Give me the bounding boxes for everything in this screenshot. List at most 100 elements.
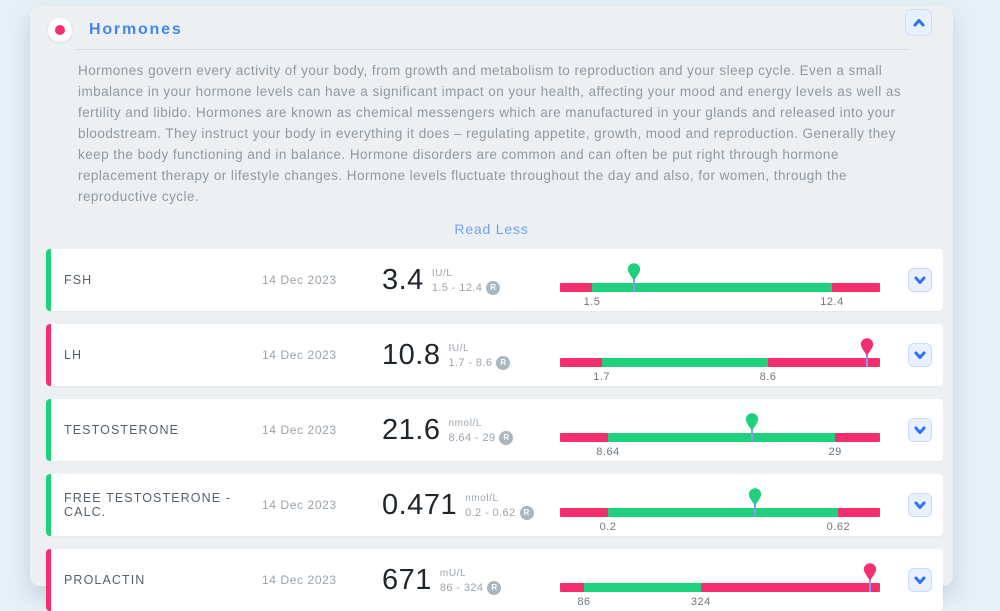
- range-low-label: 86: [577, 596, 591, 608]
- result-value: 671: [382, 563, 432, 596]
- value-marker-pin: [745, 413, 759, 443]
- chevron-down-icon: [914, 501, 926, 509]
- chevron-down-icon: [914, 426, 926, 434]
- expand-row-button[interactable]: [908, 268, 932, 292]
- range-slider: 1.5 12.4: [560, 249, 880, 311]
- result-meta: IU/L 1.7 - 8.6 R: [448, 341, 511, 370]
- biomarker-name: FSH: [64, 273, 93, 287]
- range-source-badge: R: [486, 280, 501, 295]
- range-low-label: 8.64: [596, 446, 620, 458]
- result-date: 14 Dec 2023: [262, 273, 337, 287]
- range-high-label: 8.6: [759, 371, 777, 383]
- range-slider: 1.7 8.6: [560, 324, 880, 386]
- reference-range: 0.2 - 0.62: [465, 506, 516, 519]
- slider-in-range-segment: [608, 508, 839, 517]
- biomarker-name: FREE TESTOSTERONE - CALC.: [64, 491, 231, 519]
- range-source-badge: R: [496, 355, 511, 370]
- result-date: 14 Dec 2023: [262, 498, 337, 512]
- result-unit: IU/L: [431, 267, 453, 279]
- result-value: 3.4: [382, 263, 424, 296]
- biomarker-row: PROLACTIN 14 Dec 2023 671 mU/L 86 - 324 …: [46, 549, 943, 611]
- result-meta: nmol/L 0.2 - 0.62 R: [465, 491, 534, 520]
- result-value: 21.6: [382, 413, 441, 446]
- slider-in-range-segment: [608, 433, 836, 442]
- slider-out-of-range-bar: [560, 583, 880, 592]
- range-slider: 8.64 29: [560, 399, 880, 461]
- chevron-down-icon: [914, 276, 926, 284]
- read-less-link[interactable]: Read Less: [454, 221, 529, 237]
- expand-row-button[interactable]: [908, 493, 932, 517]
- result-unit: mU/L: [439, 567, 467, 579]
- balloon-pin-icon: [745, 413, 759, 431]
- pink-dot-icon: [55, 24, 65, 35]
- reference-range-line: 1.5 - 12.4 R: [431, 280, 501, 295]
- slider-in-range-segment: [592, 283, 832, 292]
- value-marker-pin: [748, 488, 762, 518]
- range-high-label: 0.62: [826, 521, 851, 533]
- result-date: 14 Dec 2023: [262, 348, 337, 362]
- biomarker-name: PROLACTIN: [64, 573, 146, 587]
- range-low-label: 0.2: [599, 521, 617, 533]
- reference-range: 86 - 324: [439, 581, 484, 594]
- balloon-pin-icon: [864, 563, 877, 581]
- range-slider: 0.2 0.62: [560, 474, 880, 536]
- result-value-block: 671 mU/L 86 - 324 R: [382, 564, 560, 597]
- reference-range: 1.5 - 12.4: [431, 281, 483, 294]
- slider-in-range-segment: [584, 583, 701, 592]
- reference-range-line: 86 - 324 R: [439, 580, 502, 595]
- reference-range-line: 8.64 - 29 R: [448, 430, 514, 445]
- value-marker-pin: [860, 338, 874, 368]
- result-unit: IU/L: [448, 342, 470, 354]
- section-header: Hormones: [30, 6, 953, 44]
- biomarker-row: FSH 14 Dec 2023 3.4 IU/L 1.5 - 12.4 R 1.…: [46, 249, 943, 311]
- result-value: 0.471: [382, 488, 458, 521]
- section-status-icon: [48, 17, 72, 42]
- marker-stem: [751, 426, 753, 442]
- range-high-label: 29: [828, 446, 842, 458]
- reference-range-line: 1.7 - 8.6 R: [448, 355, 511, 370]
- range-source-badge: R: [499, 430, 514, 445]
- collapse-section-button[interactable]: [905, 9, 932, 36]
- expand-row-button[interactable]: [908, 568, 932, 592]
- reference-range: 8.64 - 29: [448, 431, 496, 444]
- section-description: Hormones govern every activity of your b…: [78, 63, 902, 204]
- range-high-label: 324: [690, 596, 711, 608]
- range-source-badge: R: [487, 580, 502, 595]
- result-value: 10.8: [382, 338, 441, 371]
- chevron-down-icon: [914, 576, 926, 584]
- range-low-label: 1.5: [583, 296, 601, 308]
- range-high-label: 12.4: [820, 296, 844, 308]
- marker-stem: [632, 276, 635, 292]
- result-unit: nmol/L: [465, 492, 499, 504]
- balloon-pin-icon: [748, 488, 762, 506]
- expand-row-button[interactable]: [908, 343, 932, 367]
- result-meta: nmol/L 8.64 - 29 R: [448, 416, 514, 445]
- result-value-block: 0.471 nmol/L 0.2 - 0.62 R: [382, 489, 560, 522]
- marker-stem: [754, 501, 757, 517]
- range-source-badge: R: [519, 505, 534, 520]
- biomarker-row: TESTOSTERONE 14 Dec 2023 21.6 nmol/L 8.6…: [46, 399, 943, 461]
- biomarker-row: LH 14 Dec 2023 10.8 IU/L 1.7 - 8.6 R 1.7: [46, 324, 943, 386]
- result-date: 14 Dec 2023: [262, 573, 337, 587]
- balloon-pin-icon: [627, 263, 640, 281]
- balloon-pin-icon: [860, 338, 874, 356]
- result-meta: IU/L 1.5 - 12.4 R: [431, 266, 501, 295]
- range-slider: 86 324: [560, 549, 880, 611]
- result-value-block: 3.4 IU/L 1.5 - 12.4 R: [382, 264, 560, 297]
- result-date: 14 Dec 2023: [262, 423, 337, 437]
- reference-range: 1.7 - 8.6: [448, 356, 493, 369]
- marker-stem: [869, 576, 872, 592]
- range-low-label: 1.7: [593, 371, 610, 383]
- chevron-down-icon: [914, 351, 926, 359]
- expand-row-button[interactable]: [908, 418, 932, 442]
- slider-in-range-segment: [601, 358, 768, 367]
- value-marker-pin: [627, 263, 641, 293]
- result-unit: nmol/L: [448, 417, 483, 429]
- chevron-up-icon: [913, 18, 924, 26]
- biomarker-row: FREE TESTOSTERONE - CALC. 14 Dec 2023 0.…: [46, 474, 943, 536]
- biomarker-name: LH: [64, 348, 83, 362]
- marker-stem: [866, 351, 869, 367]
- header-divider: [75, 49, 910, 50]
- reference-range-line: 0.2 - 0.62 R: [465, 505, 534, 520]
- biomarker-name: TESTOSTERONE: [64, 423, 180, 437]
